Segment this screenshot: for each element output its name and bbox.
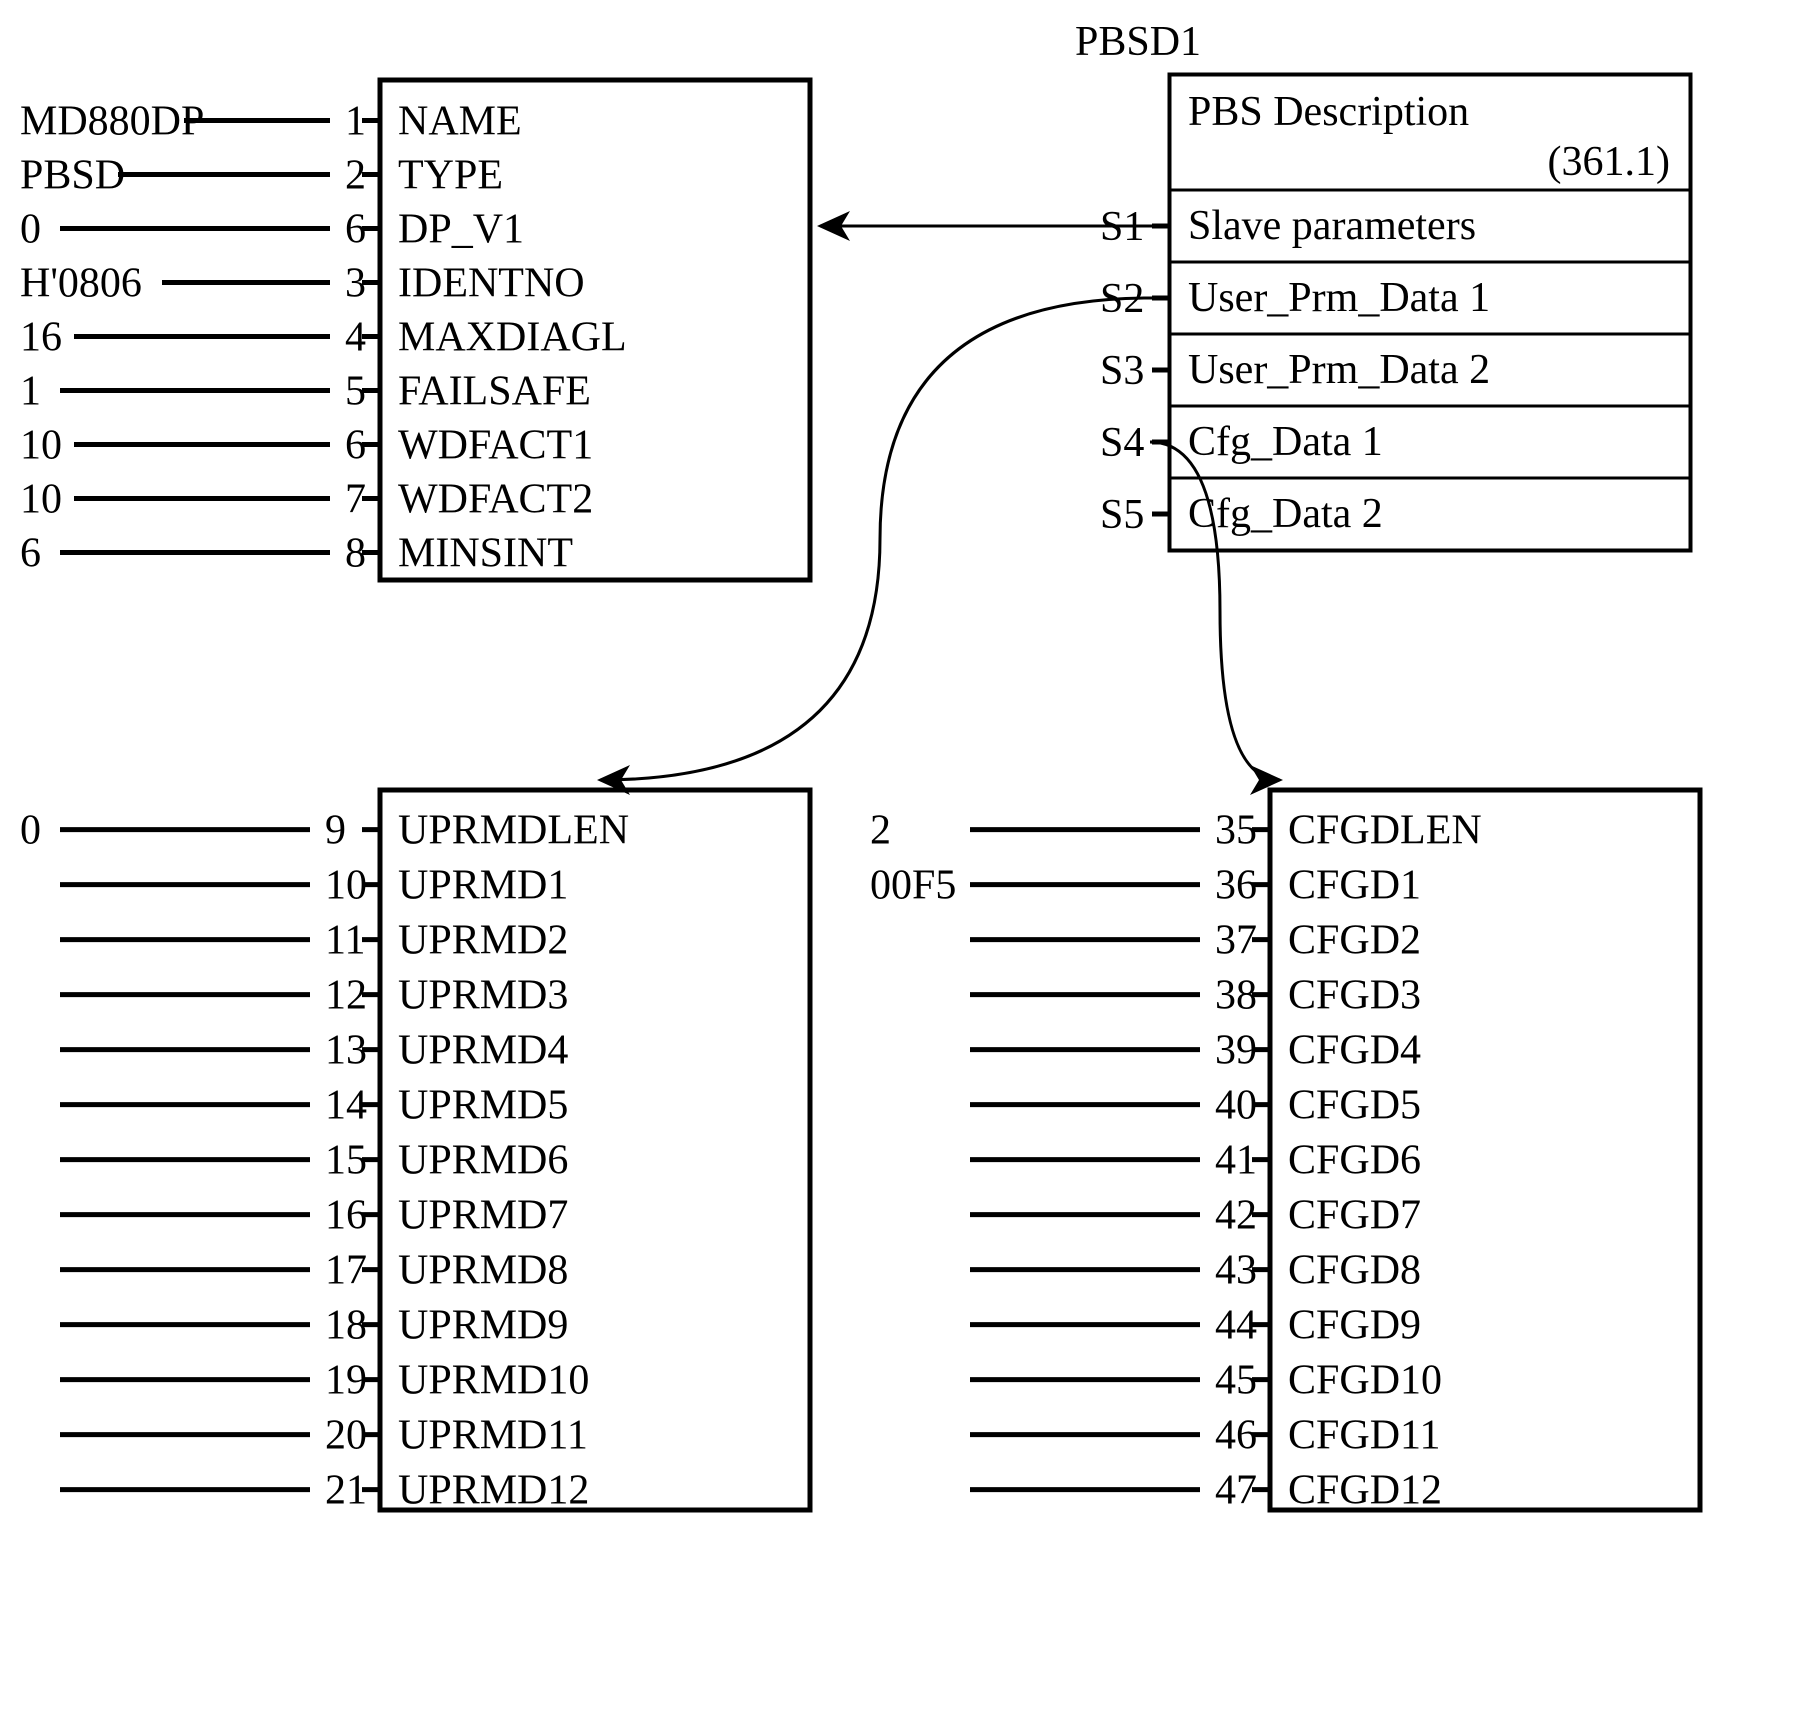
pbsd1-row-label: User_Prm_Data 1 bbox=[1188, 275, 1490, 321]
block-b-pin-number: 18 bbox=[325, 1303, 367, 1349]
block-c-pin-label: CFGD1 bbox=[1288, 863, 1421, 909]
block-a-pin-value: 0 bbox=[20, 207, 41, 253]
block-b-pin-label: UPRMD2 bbox=[398, 918, 568, 964]
block-b-pin-label: UPRMD12 bbox=[398, 1468, 589, 1514]
block-c-pin-number: 38 bbox=[1215, 973, 1257, 1019]
block-c-pin-label: CFGD5 bbox=[1288, 1083, 1421, 1129]
block-c-pin-number: 44 bbox=[1215, 1303, 1257, 1349]
block-c-pin-label: CFGD6 bbox=[1288, 1138, 1421, 1184]
pbsd1-header-text: PBS Description bbox=[1188, 89, 1469, 135]
block-c-pin-value: 00F5 bbox=[870, 863, 956, 909]
block-c-pin-label: CFGDLEN bbox=[1288, 808, 1482, 854]
block-a-pin-label: NAME bbox=[398, 99, 522, 145]
block-b-pin-label: UPRMD6 bbox=[398, 1138, 568, 1184]
block-c-pin-label: CFGD10 bbox=[1288, 1358, 1442, 1404]
block-b-pin-label: UPRMDLEN bbox=[398, 808, 629, 854]
pbsd1-row-label: Slave parameters bbox=[1188, 203, 1476, 249]
block-b-pin-label: UPRMD8 bbox=[398, 1248, 568, 1294]
block-b-pin-number: 10 bbox=[325, 863, 367, 909]
block-b-pin-label: UPRMD5 bbox=[398, 1083, 568, 1129]
block-b-pin-number: 20 bbox=[325, 1413, 367, 1459]
block-b-pin-label: UPRMD1 bbox=[398, 863, 568, 909]
block-b-pin-number: 11 bbox=[325, 918, 365, 964]
block-b-pin-number: 21 bbox=[325, 1468, 367, 1514]
block-b-pin-number: 9 bbox=[325, 808, 346, 854]
block-c-pin-number: 37 bbox=[1215, 918, 1257, 964]
pbsd1-port-label: S4 bbox=[1100, 420, 1144, 466]
block-b-pin-number: 12 bbox=[325, 973, 367, 1019]
block-c-pin-number: 40 bbox=[1215, 1083, 1257, 1129]
block-b-pin-number: 14 bbox=[325, 1083, 367, 1129]
block-c-pin-number: 42 bbox=[1215, 1193, 1257, 1239]
block-a-pin-value: 10 bbox=[20, 423, 62, 469]
block-c-pin-label: CFGD4 bbox=[1288, 1028, 1421, 1074]
block-a-pin-value: 6 bbox=[20, 531, 41, 577]
block-a-pin-label: MINSINT bbox=[398, 531, 573, 577]
block-c-pin-number: 46 bbox=[1215, 1413, 1257, 1459]
block-b-pin-label: UPRMD10 bbox=[398, 1358, 589, 1404]
pbsd1-row-label: Cfg_Data 1 bbox=[1188, 419, 1383, 465]
block-c-pin-label: CFGD9 bbox=[1288, 1303, 1421, 1349]
pbsd1-port-label: S3 bbox=[1100, 348, 1144, 394]
block-c-pin-number: 35 bbox=[1215, 808, 1257, 854]
block-c-pin-number: 45 bbox=[1215, 1358, 1257, 1404]
block-a-pin-value: 10 bbox=[20, 477, 62, 523]
block-c-pin-label: CFGD12 bbox=[1288, 1468, 1442, 1514]
pbsd1-row-label: Cfg_Data 2 bbox=[1188, 491, 1383, 537]
block-c-pin-number: 36 bbox=[1215, 863, 1257, 909]
block-a-pin-label: IDENTNO bbox=[398, 261, 585, 307]
block-a-pin-label: WDFACT2 bbox=[398, 477, 593, 523]
block-b-pin-label: UPRMD7 bbox=[398, 1193, 568, 1239]
block-c-pin-value: 2 bbox=[870, 808, 891, 854]
block-b-pin-number: 16 bbox=[325, 1193, 367, 1239]
block-a-pin-label: WDFACT1 bbox=[398, 423, 593, 469]
block-a-pin-label: DP_V1 bbox=[398, 207, 524, 253]
block-b-pin-number: 19 bbox=[325, 1358, 367, 1404]
block-b-pin-number: 13 bbox=[325, 1028, 367, 1074]
block-a-pin-label: FAILSAFE bbox=[398, 369, 591, 415]
block-b-pin-number: 17 bbox=[325, 1248, 367, 1294]
pbsd1-title: PBSD1 bbox=[1075, 19, 1201, 65]
block-b-pin-label: UPRMD11 bbox=[398, 1413, 588, 1459]
block-c-pin-label: CFGD7 bbox=[1288, 1193, 1421, 1239]
block-c-pin-label: CFGD3 bbox=[1288, 973, 1421, 1019]
diagram-canvas: PBSD1PBS Description(361.1)Slave paramet… bbox=[0, 0, 1819, 1725]
block-a-pin-value: MD880DP bbox=[20, 99, 204, 145]
block-a-pin-label: TYPE bbox=[398, 153, 503, 199]
block-a-pin-value: PBSD bbox=[20, 153, 125, 199]
block-a-pin-label: MAXDIAGL bbox=[398, 315, 627, 361]
block-c-pin-label: CFGD11 bbox=[1288, 1413, 1440, 1459]
block-b-pin-value: 0 bbox=[20, 808, 41, 854]
pbsd1-port-label: S5 bbox=[1100, 492, 1144, 538]
pbsd1-row-label: User_Prm_Data 2 bbox=[1188, 347, 1490, 393]
block-a-pin-value: 16 bbox=[20, 315, 62, 361]
block-b-pin-number: 15 bbox=[325, 1138, 367, 1184]
block-c-pin-number: 41 bbox=[1215, 1138, 1257, 1184]
block-c-pin-label: CFGD8 bbox=[1288, 1248, 1421, 1294]
block-b-pin-label: UPRMD4 bbox=[398, 1028, 568, 1074]
block-c-pin-number: 39 bbox=[1215, 1028, 1257, 1074]
block-c-pin-label: CFGD2 bbox=[1288, 918, 1421, 964]
block-a-pin-value: H'0806 bbox=[20, 261, 142, 307]
block-c-pin-number: 47 bbox=[1215, 1468, 1257, 1514]
block-c-pin-number: 43 bbox=[1215, 1248, 1257, 1294]
block-b-pin-label: UPRMD3 bbox=[398, 973, 568, 1019]
block-a-pin-value: 1 bbox=[20, 369, 41, 415]
block-b-pin-label: UPRMD9 bbox=[398, 1303, 568, 1349]
pbsd1-header-sub: (361.1) bbox=[1548, 139, 1670, 185]
